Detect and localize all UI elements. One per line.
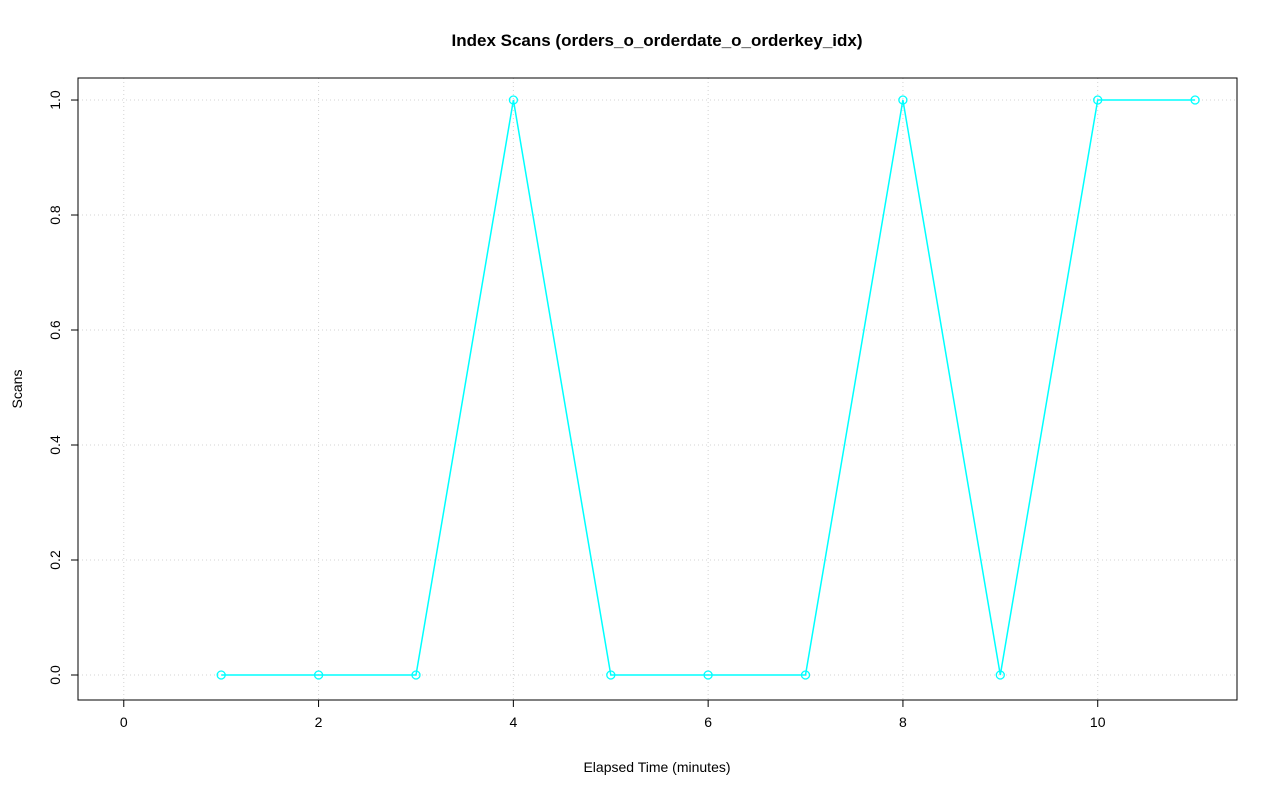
- plot-box: [77, 77, 1238, 701]
- data-point: [995, 670, 1005, 680]
- data-point: [508, 95, 519, 105]
- y-tick-label: 0.4: [47, 435, 63, 455]
- x-tick-label: 8: [899, 714, 907, 730]
- axis-layer: 0 2 4 6 8 10 0.0 0.2 0.4 0.6 0.8 1.0: [47, 90, 1106, 730]
- grid-layer: [78, 78, 1237, 700]
- x-tick-label: 4: [509, 714, 517, 730]
- series-line: [221, 99, 1196, 676]
- data-point: [313, 670, 324, 680]
- data-point: [898, 95, 908, 105]
- x-tick-label: 0: [120, 714, 128, 730]
- data-point: [1093, 95, 1103, 105]
- y-tick-label: 0.2: [47, 550, 63, 570]
- y-tick-label: 0.8: [47, 205, 63, 225]
- x-tick-label: 6: [704, 714, 712, 730]
- x-tick-label: 2: [315, 714, 323, 730]
- y-axis-label: Scans: [9, 370, 25, 409]
- data-point: [703, 670, 713, 680]
- x-tick-label: 10: [1090, 714, 1106, 730]
- data-point: [800, 670, 811, 680]
- chart-title: Index Scans (orders_o_orderdate_o_orderk…: [452, 31, 863, 50]
- y-tick-label: 0.6: [47, 320, 63, 340]
- x-axis-label: Elapsed Time (minutes): [583, 759, 730, 775]
- data-point: [606, 670, 616, 680]
- y-tick-label: 1.0: [47, 90, 63, 110]
- data-point: [216, 670, 226, 680]
- series-layer: [216, 95, 1200, 680]
- data-point: [411, 670, 421, 680]
- data-point: [1190, 95, 1200, 105]
- y-tick-label: 0.0: [47, 665, 63, 685]
